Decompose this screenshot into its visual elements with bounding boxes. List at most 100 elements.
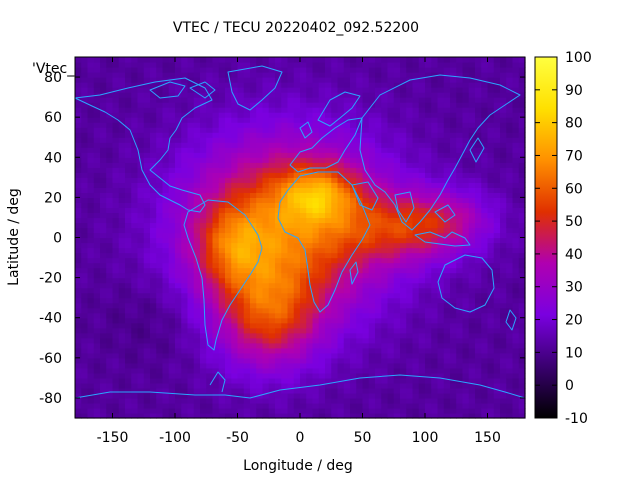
heatmap-cell [493,207,501,214]
heatmap-cell [425,222,432,229]
heatmap-cell [437,147,445,153]
heatmap-cell [456,107,464,113]
heatmap-cell [100,332,107,339]
heatmap-cell [481,267,489,274]
heatmap-cell [306,397,314,404]
heatmap-cell [200,377,207,384]
heatmap-cell [418,127,426,133]
heatmap-cell [81,82,89,88]
heatmap-cell [181,207,189,214]
heatmap-cell [493,162,501,168]
heatmap-cell [125,222,132,229]
heatmap-cell [287,372,295,379]
heatmap-cell [250,247,257,254]
heatmap-cell [268,377,276,384]
heatmap-cell [481,222,489,229]
heatmap-cell [156,232,164,239]
heatmap-cell [256,357,264,364]
heatmap-cell [150,62,157,68]
heatmap-cell [337,282,345,289]
heatmap-cell [112,407,120,414]
heatmap-cell [93,257,101,264]
heatmap-cell [137,267,145,274]
heatmap-cell [381,72,389,78]
heatmap-cell [362,252,370,259]
heatmap-cell [468,67,476,73]
heatmap-cell [193,122,201,128]
heatmap-cell [75,57,82,63]
heatmap-cell [268,162,276,168]
heatmap-cell [162,332,170,339]
heatmap-cell [281,182,289,188]
heatmap-cell [125,92,132,98]
heatmap-cell [81,187,89,193]
heatmap-cell [118,187,126,193]
heatmap-cell [118,107,126,113]
heatmap-cell [181,372,189,379]
heatmap-cell [487,207,495,214]
heatmap-cell [400,362,407,369]
heatmap-cell [243,347,251,354]
heatmap-cell [393,187,401,193]
heatmap-cell [93,322,101,329]
heatmap-cell [431,142,439,148]
heatmap-cell [500,137,507,143]
heatmap-cell [287,362,295,369]
heatmap-cell [262,87,270,93]
heatmap-cell [112,222,120,229]
heatmap-cell [93,332,101,339]
heatmap-cell [500,377,507,384]
heatmap-cell [243,272,251,279]
heatmap-cell [381,342,389,349]
heatmap-cell [437,202,445,209]
heatmap-cell [356,267,364,274]
heatmap-cell [181,382,189,389]
heatmap-cell [456,262,464,269]
heatmap-cell [456,272,464,279]
heatmap-cell [425,382,432,389]
heatmap-cell [343,327,351,334]
heatmap-cell [431,57,439,63]
heatmap-cell [318,107,326,113]
heatmap-cell [275,177,282,183]
heatmap-cell [506,367,514,374]
heatmap-cell [143,302,151,309]
heatmap-cell [437,337,445,344]
heatmap-cell [437,92,445,98]
heatmap-cell [250,352,257,359]
heatmap-cell [81,252,89,259]
heatmap-cell [143,87,151,93]
heatmap-cell [350,62,357,68]
heatmap-cell [275,172,282,178]
heatmap-cell [350,392,357,399]
heatmap-cell [156,307,164,314]
heatmap-cell [168,137,176,143]
heatmap-cell [200,82,207,88]
heatmap-cell [337,157,345,163]
heatmap-cell [75,392,82,399]
heatmap-cell [143,182,151,188]
heatmap-cell [150,337,157,344]
heatmap-cell [125,132,132,138]
heatmap-cell [131,347,139,354]
heatmap-cell [175,107,182,113]
heatmap-cell [87,292,95,299]
heatmap-cell [318,162,326,168]
heatmap-cell [187,267,195,274]
heatmap-cell [143,292,151,299]
heatmap-cell [275,67,282,73]
heatmap-cell [437,97,445,103]
heatmap-cell [487,147,495,153]
heatmap-cell [393,117,401,123]
heatmap-cell [175,182,182,188]
heatmap-cell [250,272,257,279]
heatmap-cell [506,337,514,344]
heatmap-cell [112,262,120,269]
heatmap-cell [218,157,226,163]
heatmap-cell [162,352,170,359]
heatmap-cell [418,387,426,394]
heatmap-cell [318,167,326,173]
heatmap-cell [237,327,245,334]
heatmap-cell [225,247,232,254]
heatmap-cell [281,362,289,369]
